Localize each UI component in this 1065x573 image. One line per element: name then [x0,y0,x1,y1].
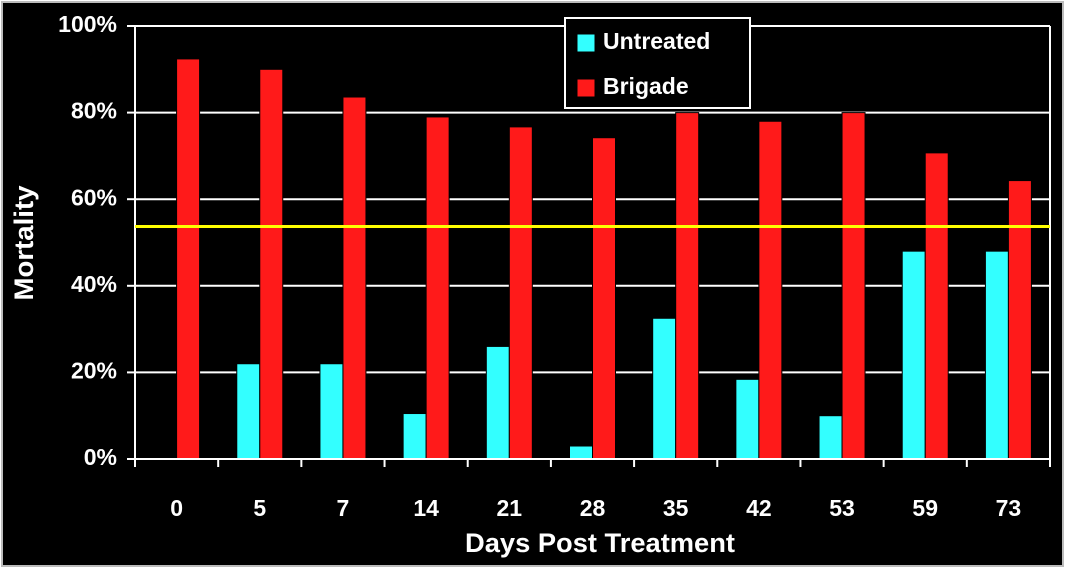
bar [236,363,261,460]
legend-swatch [576,33,596,53]
legend-label: Brigade [603,73,689,99]
bar [652,317,677,460]
y-tick-label: 100% [58,11,117,37]
legend-swatch [576,78,596,98]
x-tick-label: 53 [829,495,855,521]
bar [924,152,949,460]
y-tick-label: 40% [71,271,117,297]
bar [984,250,1009,460]
bar [758,120,783,460]
y-tick-label: 0% [84,444,117,470]
y-axis-title: Mortality [9,186,39,301]
bar [901,250,926,460]
y-tick-label: 60% [71,184,117,210]
bar [675,112,700,460]
x-axis-title: Days Post Treatment [465,528,735,558]
bar [485,345,510,460]
bar [259,68,284,460]
bar [342,96,367,460]
bar [319,363,344,460]
legend-label: Untreated [603,28,710,54]
x-tick-label: 59 [912,495,938,521]
legend-box [564,17,751,109]
x-tick-label: 73 [996,495,1022,521]
x-tick-label: 21 [497,495,523,521]
y-tick-label: 80% [71,98,117,124]
bar [425,116,450,460]
x-tick-label: 42 [746,495,772,521]
bar [841,112,866,460]
y-tick-label: 20% [71,357,117,383]
bar [508,126,533,460]
x-tick-label: 28 [580,495,606,521]
bar [818,415,843,460]
x-tick-label: 35 [663,495,689,521]
bar [402,413,427,460]
bar [1007,180,1032,460]
x-tick-label: 0 [170,495,183,521]
bar [735,378,760,460]
bar [176,58,201,460]
bar [569,445,593,460]
x-tick-label: 14 [413,495,439,521]
x-tick-label: 7 [337,495,350,521]
x-tick-label: 5 [253,495,266,521]
bar [592,137,616,460]
